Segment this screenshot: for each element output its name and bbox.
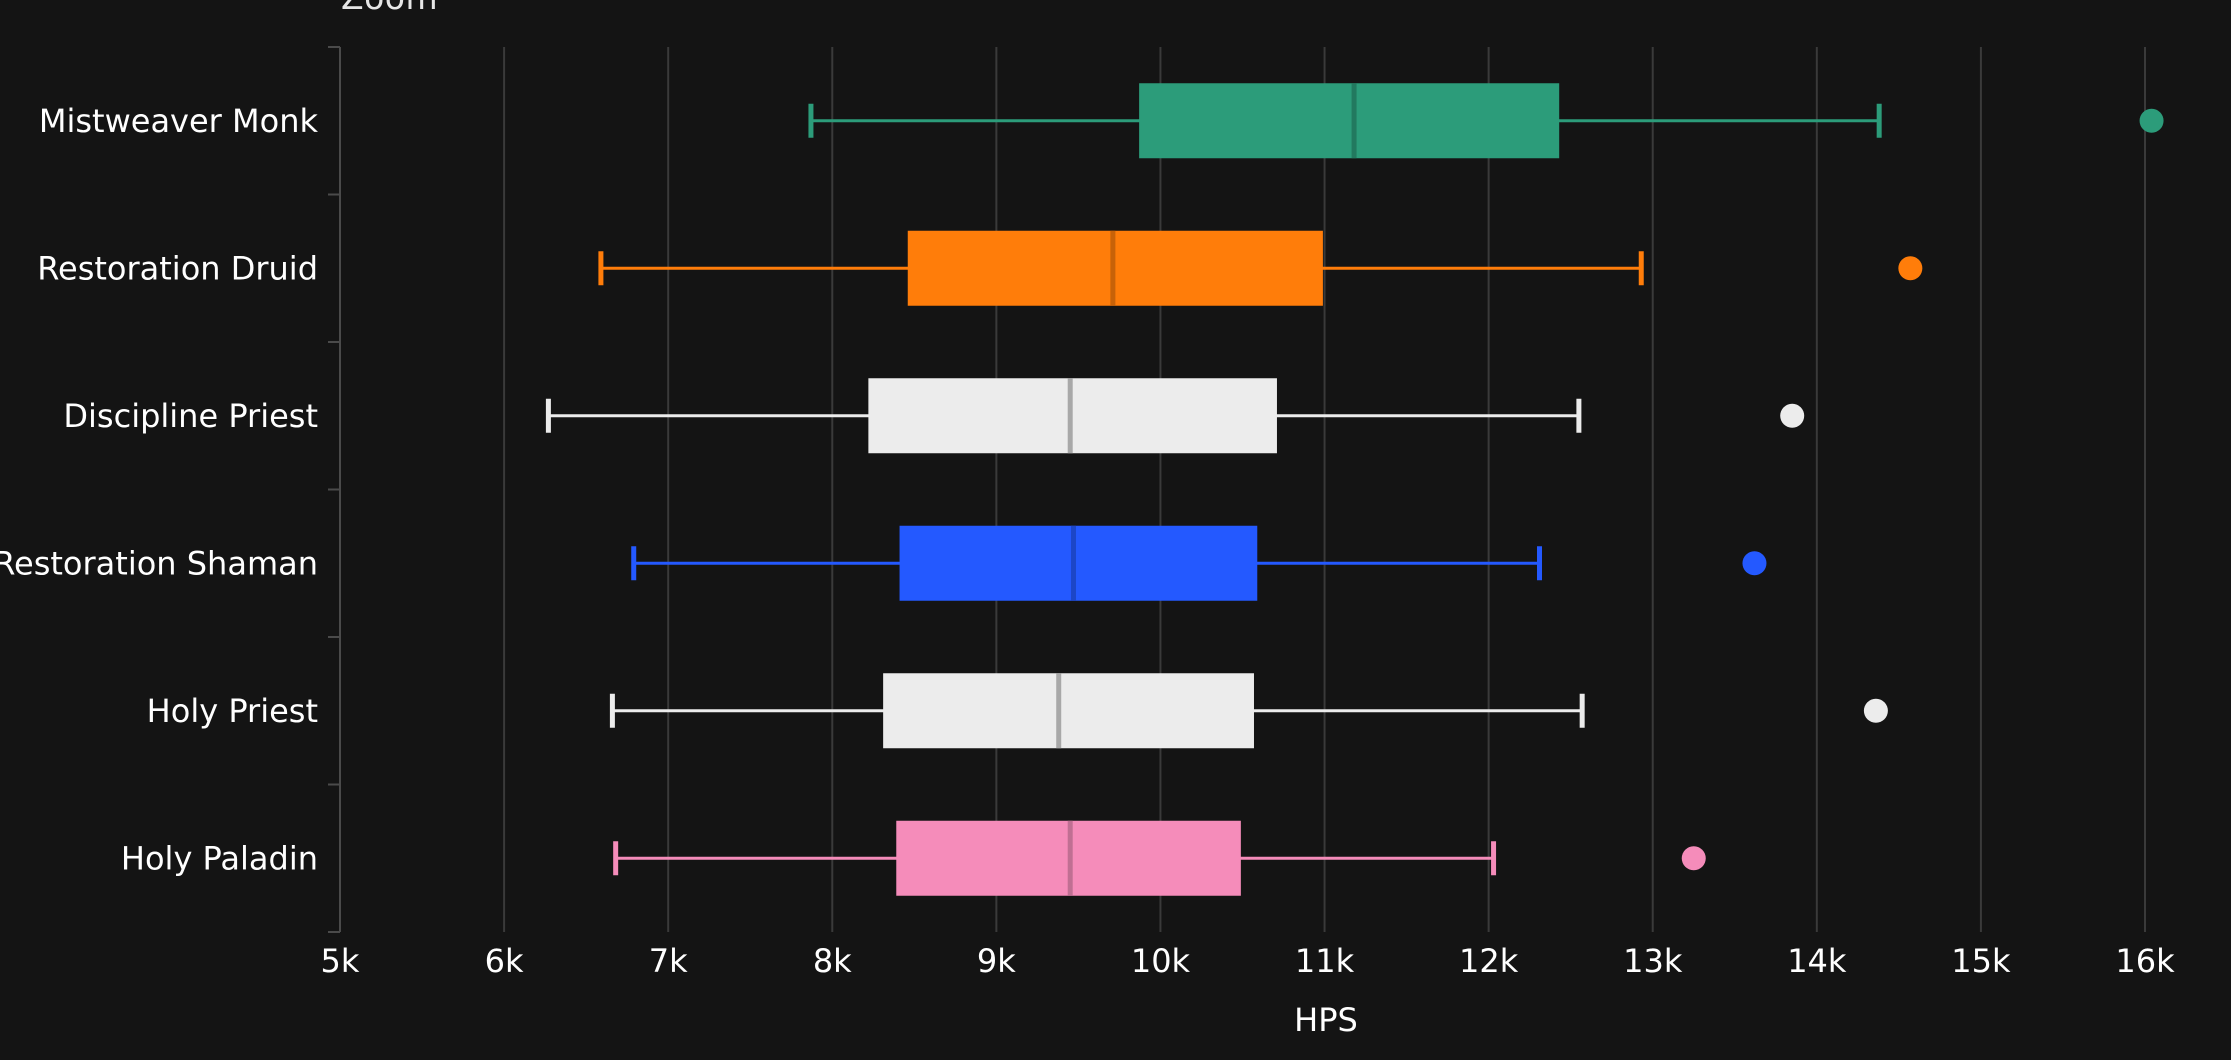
category-label: Mistweaver Monk (39, 102, 319, 140)
box-group: Holy Paladin (121, 820, 1706, 896)
box-group: Mistweaver Monk (39, 83, 2164, 159)
box-group: Restoration Druid (37, 230, 1923, 306)
box-group: Holy Priest (147, 673, 1888, 749)
grid-layer (503, 47, 2146, 932)
box-group: Discipline Priest (63, 378, 1805, 454)
box-group: Restoration Shaman (0, 525, 1767, 601)
x-tick-label: 7k (649, 942, 688, 980)
category-label: Restoration Druid (37, 249, 318, 287)
axis-layer: 5k 6k 7k 8k 9k 10k 11k 12k 13k 14k 15k 16k (321, 46, 2175, 980)
x-tick-label: 14k (1787, 942, 1847, 980)
outlier-point[interactable] (1681, 846, 1706, 871)
outlier-point[interactable] (1863, 698, 1888, 723)
x-tick-label: 5k (321, 942, 360, 980)
category-label: Holy Paladin (121, 839, 318, 877)
x-tick-label: 11k (1295, 942, 1355, 980)
outlier-point[interactable] (2139, 108, 2164, 133)
outlier-point[interactable] (1742, 551, 1767, 576)
x-tick-label: 16k (2115, 942, 2175, 980)
category-label: Discipline Priest (63, 397, 318, 435)
category-label: Restoration Shaman (0, 544, 318, 582)
x-tick-label: 10k (1131, 942, 1191, 980)
category-label: Holy Priest (147, 692, 318, 730)
x-tick-label: 6k (485, 942, 524, 980)
x-tick-label: 9k (977, 942, 1016, 980)
x-axis-title: HPS (1294, 1001, 1358, 1039)
iqr-box[interactable] (883, 673, 1254, 749)
zoom-label[interactable]: Zoom (341, 0, 438, 17)
box-layer: Mistweaver Monk Restoration Druid Discipli… (0, 83, 2164, 896)
x-tick-label: 8k (813, 942, 852, 980)
outlier-point[interactable] (1780, 403, 1805, 428)
x-tick-label: 12k (1459, 942, 1519, 980)
iqr-box[interactable] (1139, 83, 1560, 159)
outlier-point[interactable] (1898, 256, 1923, 281)
x-tick-label: 15k (1951, 942, 2011, 980)
x-tick-label: 13k (1623, 942, 1683, 980)
iqr-box[interactable] (899, 525, 1258, 601)
